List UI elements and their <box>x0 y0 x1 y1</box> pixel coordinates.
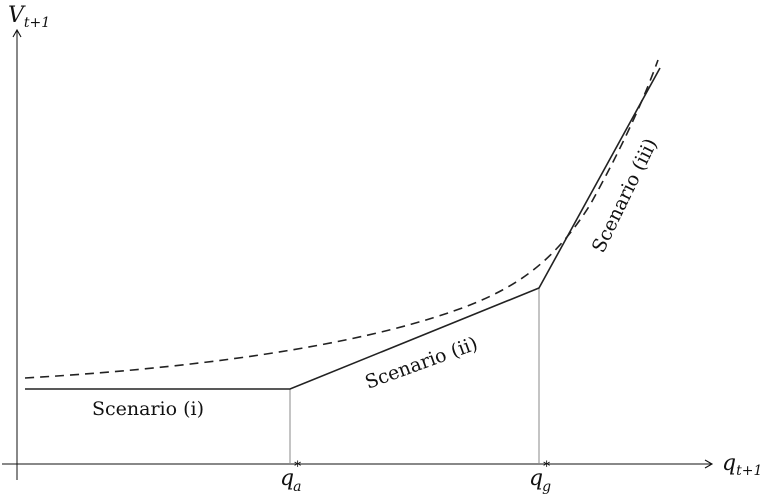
scenario-i-label: Scenario (i) <box>92 398 204 420</box>
scenario-ii-label: Scenario (ii) <box>362 333 480 394</box>
dashed-curve <box>24 59 659 379</box>
qa-star-label: q* a <box>280 459 301 495</box>
qg-star-label: q* g <box>529 459 551 495</box>
x-axis-label: qt+1 <box>722 451 762 479</box>
piecewise-value-line <box>25 67 661 390</box>
scenario-iii-label: Scenario (iii) <box>588 135 662 256</box>
y-axis-label: Vt+1 <box>8 3 50 31</box>
